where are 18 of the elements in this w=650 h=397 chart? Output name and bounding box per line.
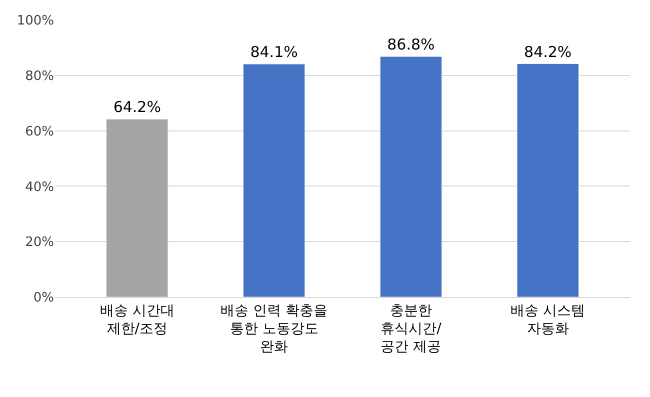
bar [516, 64, 579, 297]
x-tick-label: 배송 인력 확충을 통한 노동강도 완화 [220, 302, 328, 356]
x-tick-label: 배송 시간대 제한/조정 [100, 302, 174, 337]
data-label: 86.8% [387, 36, 435, 54]
data-label: 84.2% [524, 42, 572, 61]
y-tick-label: 100% [16, 14, 54, 29]
y-tick-label: 40% [25, 180, 54, 195]
y-tick-label: 0% [33, 290, 54, 306]
x-tick-label: 배송 시스템 자동화 [510, 302, 586, 337]
data-label: 64.2% [113, 98, 161, 116]
bar [242, 64, 306, 297]
bar [380, 56, 442, 297]
bar [106, 118, 168, 297]
y-tick-label: 20% [25, 235, 54, 250]
y-tick-label: 60% [25, 124, 54, 140]
y-tick-label: 80% [25, 68, 54, 84]
data-label: 84.1% [250, 43, 298, 62]
x-tick-label: 충분한 휴식시간/ 공간 제공 [380, 302, 442, 356]
